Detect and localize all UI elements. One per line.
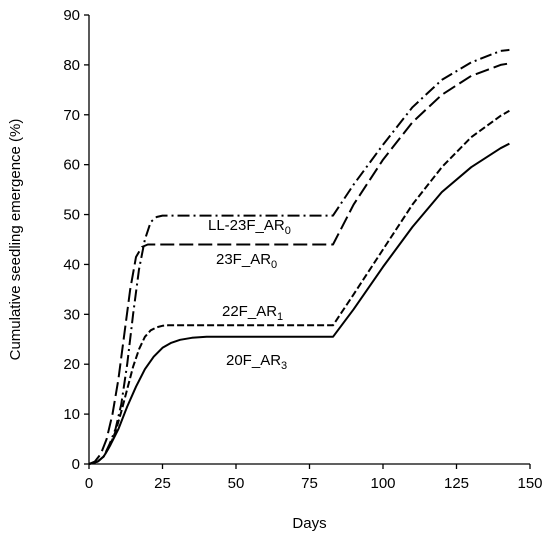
- x-tick-label: 75: [301, 475, 318, 492]
- series-line-2: [88, 109, 510, 465]
- x-tick-label: 50: [228, 475, 245, 492]
- y-tick-label: 10: [63, 406, 80, 423]
- y-axis-title: Cumulative seedling emergence (%): [7, 119, 24, 361]
- series-line-1: [88, 62, 510, 465]
- y-tick-label: 20: [63, 356, 80, 373]
- series-label-3: 20F_AR3: [226, 352, 287, 372]
- y-tick-label: 80: [63, 57, 80, 74]
- y-tick-label: 70: [63, 107, 80, 124]
- x-tick-label: 100: [370, 475, 395, 492]
- series-label-0: LL-23F_AR0: [208, 217, 291, 237]
- y-tick-label: 0: [72, 456, 80, 473]
- series-line-3: [88, 142, 510, 465]
- chart-axes: 0 10 20 30 40 50 60 70 80 90 0 25 50 75 100 125 150: [63, 7, 542, 492]
- y-tick-label: 90: [63, 7, 80, 24]
- x-axis-title: Days: [292, 515, 326, 532]
- x-tick-label: 125: [444, 475, 469, 492]
- x-tick-label: 150: [517, 475, 542, 492]
- y-tick-label: 40: [63, 256, 80, 273]
- series-label-2: 22F_AR1: [222, 303, 283, 323]
- y-tick-label: 50: [63, 207, 80, 224]
- y-tick-label: 60: [63, 157, 80, 174]
- series-labels: LL-23F_AR0 23F_AR0 22F_AR1 20F_AR3: [208, 217, 291, 372]
- series-label-1: 23F_AR0: [216, 251, 277, 271]
- y-tick-label: 30: [63, 306, 80, 323]
- x-tick-label: 25: [154, 475, 171, 492]
- chart-series: [88, 48, 510, 465]
- series-line-0: [88, 48, 510, 465]
- x-tick-label: 0: [85, 475, 93, 492]
